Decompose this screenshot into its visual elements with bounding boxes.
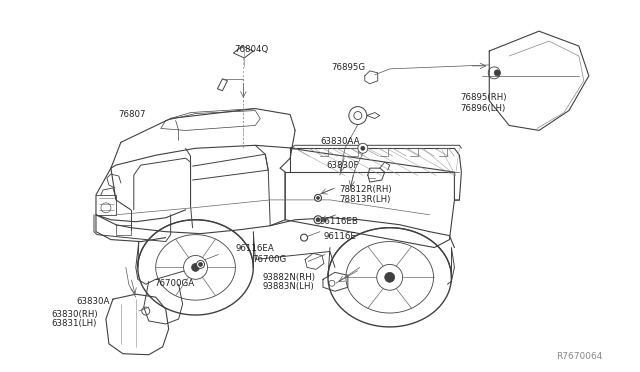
Text: 78812R(RH): 78812R(RH) — [339, 185, 392, 194]
Text: 63830(RH): 63830(RH) — [51, 310, 98, 319]
Text: 63830AA: 63830AA — [320, 137, 360, 146]
Circle shape — [361, 146, 365, 150]
Text: 76807: 76807 — [118, 109, 145, 119]
Text: 76700GA: 76700GA — [154, 279, 195, 288]
Circle shape — [198, 262, 202, 266]
Circle shape — [314, 195, 321, 201]
Text: 76700G: 76700G — [252, 255, 286, 264]
Circle shape — [316, 218, 320, 222]
Text: 78813R(LH): 78813R(LH) — [339, 195, 390, 204]
Circle shape — [349, 107, 367, 125]
Text: 63830A: 63830A — [77, 297, 110, 306]
Circle shape — [191, 263, 200, 271]
Text: 76895(RH): 76895(RH) — [460, 93, 507, 102]
Text: 76804Q: 76804Q — [234, 45, 268, 54]
Text: 96116EA: 96116EA — [236, 244, 274, 253]
Circle shape — [184, 256, 207, 279]
Circle shape — [196, 260, 205, 268]
Text: 63831(LH): 63831(LH) — [51, 319, 97, 328]
Text: 63830F: 63830F — [326, 161, 359, 170]
Circle shape — [377, 264, 403, 290]
Text: 93882N(RH): 93882N(RH) — [262, 273, 316, 282]
Text: 96116E: 96116E — [323, 232, 356, 241]
Text: R7670064: R7670064 — [556, 352, 602, 361]
Text: 93883N(LH): 93883N(LH) — [262, 282, 314, 291]
Text: 96116EB: 96116EB — [320, 217, 359, 225]
Circle shape — [301, 234, 308, 241]
Circle shape — [494, 70, 500, 76]
Circle shape — [358, 143, 368, 153]
Text: 76895G: 76895G — [332, 63, 365, 72]
Circle shape — [317, 196, 319, 199]
Text: 76896(LH): 76896(LH) — [460, 104, 506, 113]
Circle shape — [314, 216, 322, 224]
Circle shape — [385, 272, 395, 282]
